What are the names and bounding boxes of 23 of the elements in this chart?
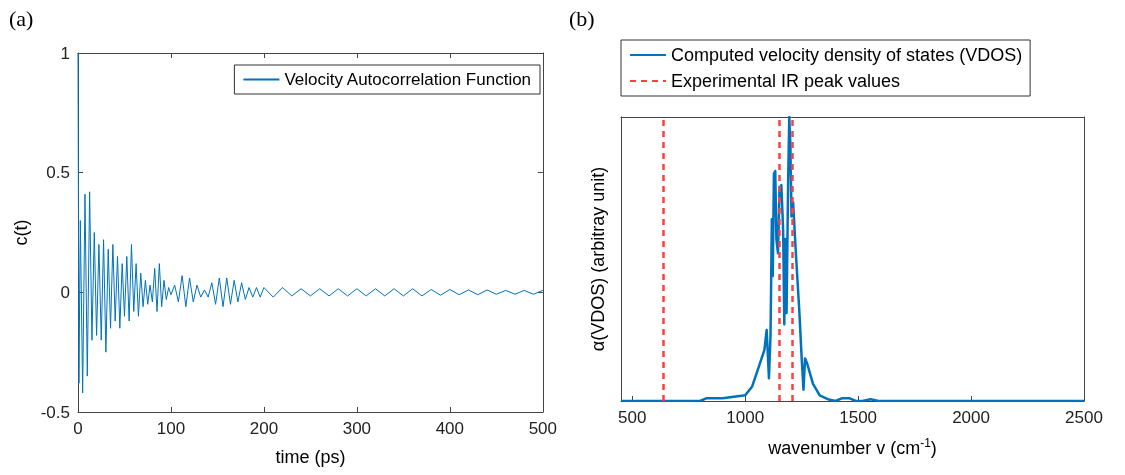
legend-label: Velocity Autocorrelation Function bbox=[284, 70, 532, 89]
x-tick-label: 200 bbox=[249, 419, 279, 438]
y-tick-label: 1 bbox=[60, 43, 70, 63]
x-tick-label: 500 bbox=[618, 408, 647, 427]
x-tick-label: 1500 bbox=[839, 408, 878, 427]
x-axis-title: time (ps) bbox=[275, 447, 346, 467]
legend-label: Experimental IR peak values bbox=[671, 71, 901, 91]
x-tick-label: 100 bbox=[156, 419, 186, 438]
x-tick-label: 2500 bbox=[1065, 408, 1103, 427]
legend-label: Computed velocity density of states (VDOS) bbox=[671, 45, 1023, 65]
x-tick-label: 300 bbox=[342, 419, 372, 438]
x-tick-label: 400 bbox=[435, 419, 465, 438]
x-tick-label: 2000 bbox=[952, 408, 990, 427]
chart-title: (a) bbox=[9, 5, 34, 31]
x-tick-label: 0 bbox=[73, 419, 83, 438]
y-tick-label: 0.5 bbox=[46, 163, 70, 183]
y-axis-title: c(t) bbox=[10, 219, 31, 246]
chart-title: (b) bbox=[569, 5, 595, 31]
x-tick-label: 1000 bbox=[726, 408, 765, 427]
y-axis-title: α(VDOS) (arbitray unit) bbox=[588, 166, 608, 352]
y-tick-label: -0.5 bbox=[40, 402, 70, 422]
x-tick-label: 500 bbox=[528, 419, 558, 438]
y-tick-label: 0 bbox=[60, 282, 70, 302]
